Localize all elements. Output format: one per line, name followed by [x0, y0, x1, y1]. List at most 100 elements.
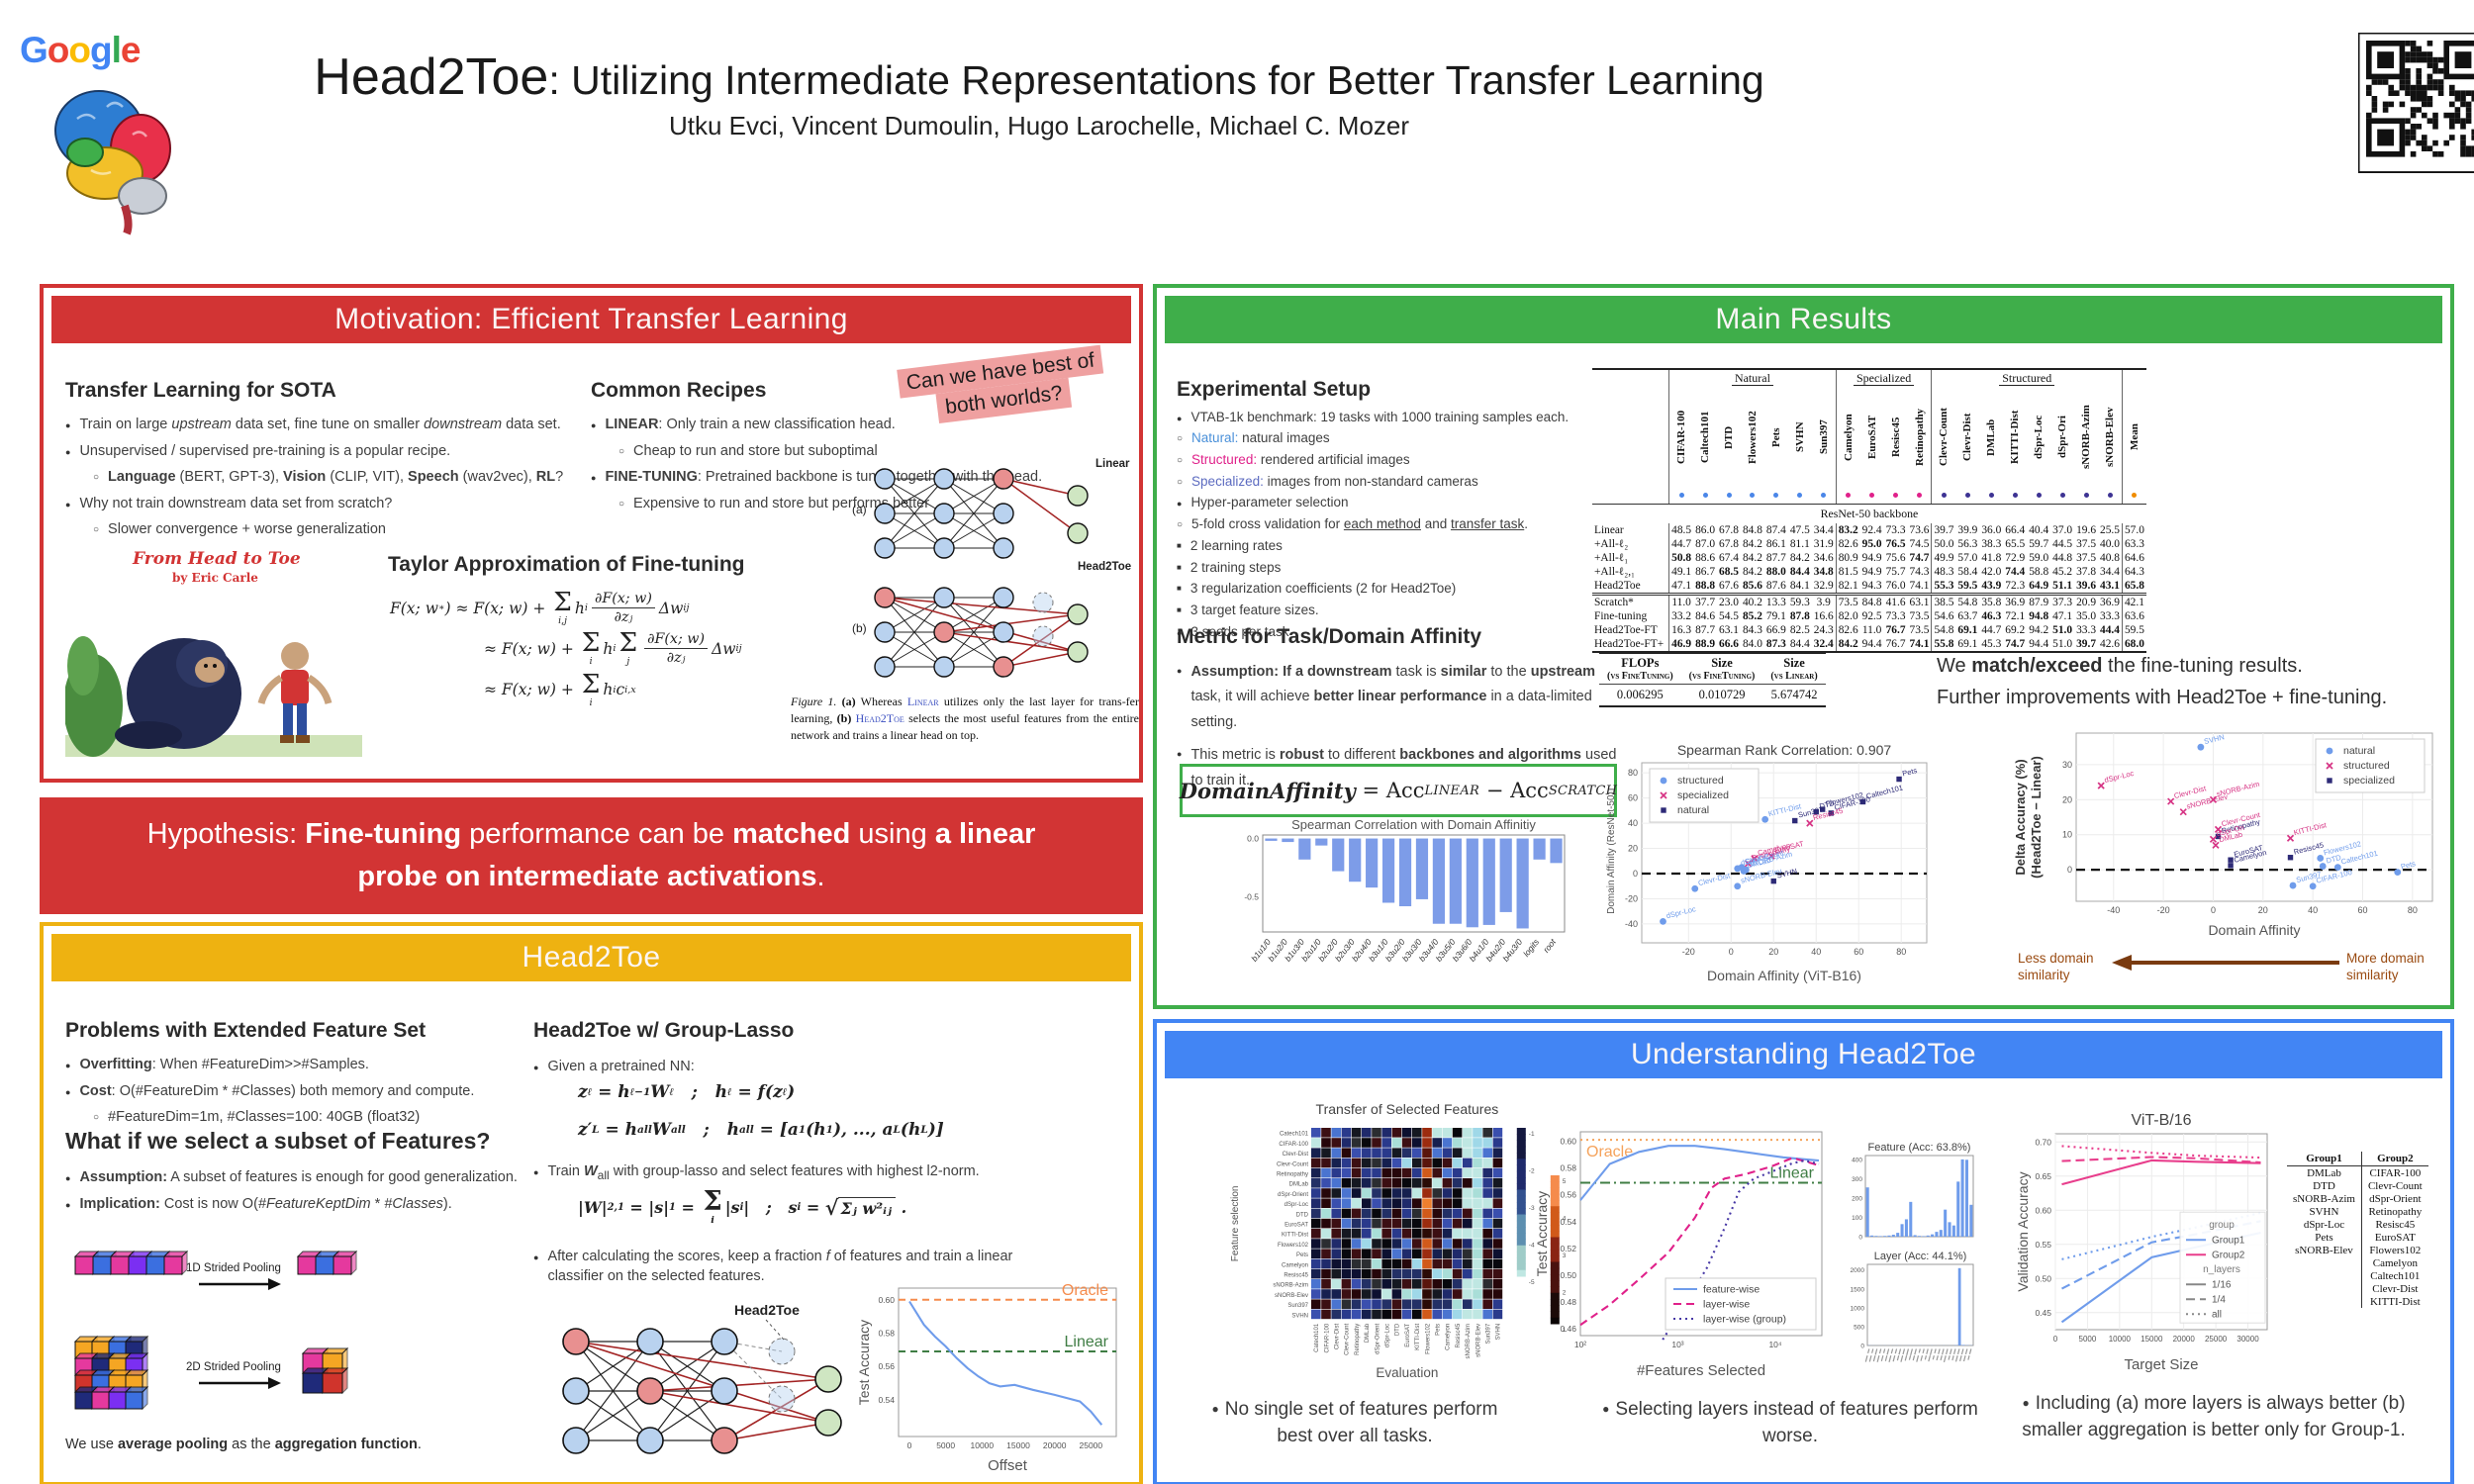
svg-text:DTD: DTD — [1296, 1212, 1309, 1218]
svg-text:30: 30 — [2062, 760, 2072, 770]
svg-text:natural: natural — [2343, 745, 2375, 757]
svg-text:(b): (b) — [852, 621, 867, 635]
svg-text:sNORB-Elev: sNORB-Elev — [1275, 1293, 1308, 1299]
domain-similarity-arrow — [2112, 955, 2339, 971]
svg-text:dSpr-Loc: dSpr-Loc — [1285, 1202, 1308, 1208]
taylor-heading: Taylor Approximation of Fine-tuning — [388, 553, 745, 576]
svg-text:structured: structured — [2343, 760, 2390, 772]
delta-accuracy-scatter: -40 -20 0 20 40 60 80 0 10 20 30 Domain Affinity Del… — [2011, 723, 2438, 943]
poster-title: Head2Toe: Utilizing Intermediate Represe… — [148, 47, 1930, 107]
svg-text:Retinopathy: Retinopathy — [1355, 1324, 1361, 1355]
svg-text:dSpr-Loc: dSpr-Loc — [1385, 1324, 1391, 1347]
svg-text:0.58: 0.58 — [878, 1329, 895, 1339]
svg-text:20: 20 — [1768, 947, 1778, 957]
svg-text:10²: 10² — [1574, 1340, 1586, 1349]
qr-code-image — [2356, 31, 2474, 178]
svg-text:#Features Selected: #Features Selected — [1637, 1362, 1765, 1379]
svg-text:Pets: Pets — [1436, 1324, 1442, 1336]
svg-text:200: 200 — [1852, 1195, 1862, 1202]
svg-text:specialized: specialized — [2343, 775, 2395, 787]
svg-text:300: 300 — [1852, 1176, 1862, 1183]
svg-text:CIFAR-100: CIFAR-100 — [1324, 1323, 1330, 1352]
svg-text:15000: 15000 — [1006, 1440, 1030, 1450]
recipes-bullets: ● LINEAR: Only train a new classification… — [591, 417, 1043, 511]
subset-bullets: ● Assumption: A subset of features is eno… — [65, 1169, 518, 1212]
figure1-networks: (a) Linear (b) Head2Toe — [852, 458, 1131, 678]
feature-score-histogram: Feature (Acc: 63.8%) 0 100 200 300 400 — [1838, 1140, 1976, 1243]
svg-text:CIFAR-100: CIFAR-100 — [1279, 1142, 1308, 1148]
svg-text:Clevr-Dist: Clevr-Dist — [1335, 1323, 1341, 1349]
svg-text:specialized: specialized — [1677, 789, 1729, 801]
domain-affinity-equation-box: DomainAffinity = Acc LINEAR − Acc SCRATCH — [1180, 764, 1617, 817]
svg-text:KITTI-Dist: KITTI-Dist — [1282, 1233, 1308, 1239]
understanding-panel-title: Understanding Head2Toe — [1165, 1031, 2442, 1078]
svg-text:Domain Affinity: Domain Affinity — [2208, 922, 2300, 938]
svg-text:Offset: Offset — [988, 1457, 1028, 1474]
svg-text:3: 3 — [1563, 1252, 1567, 1259]
lasso-bullet-2: ● Train Wall with group-lasso and select … — [533, 1163, 980, 1182]
svg-text:Clevr-Count: Clevr-Count — [1277, 1161, 1308, 1167]
svg-text:sNORB-Azim: sNORB-Azim — [1273, 1283, 1308, 1289]
svg-text:feature-wise: feature-wise — [1703, 1284, 1760, 1296]
svg-text:root: root — [1541, 937, 1558, 955]
svg-text:20: 20 — [2258, 905, 2268, 915]
svg-text:Resisc45: Resisc45 — [1284, 1272, 1308, 1278]
setup-heading: Experimental Setup — [1177, 378, 1372, 401]
head2toe-network-label: Head2Toe — [734, 1302, 800, 1318]
svg-text:DMLab: DMLab — [1365, 1323, 1371, 1343]
svg-text:0: 0 — [1633, 869, 1638, 879]
feature-transfer-heatmap: Transfer of Selected Features Feature sel… — [1226, 1101, 1622, 1389]
less-domain-label: Less domain similarity — [2018, 951, 2094, 982]
svg-text:EuroSAT: EuroSAT — [1285, 1222, 1308, 1228]
book-title: From Head to Toe — [133, 549, 301, 569]
svg-text:10³: 10³ — [1671, 1340, 1683, 1349]
svg-text:Group2: Group2 — [2212, 1251, 2245, 1261]
avgpool-note: We use average pooling as the aggregatio… — [65, 1437, 422, 1452]
svg-text:group: group — [2209, 1220, 2235, 1231]
svg-text:5: 5 — [1563, 1178, 1567, 1185]
svg-text:Delta Accuracy (%): Delta Accuracy (%) — [2013, 759, 2028, 875]
svg-text:-20: -20 — [2157, 905, 2170, 915]
offset-chart: 0 5000 10000 15000 20000 25000 0.54 0.56 0.58 0.6… — [856, 1278, 1126, 1476]
svg-text:0.60: 0.60 — [1560, 1136, 1576, 1146]
recipes-heading: Common Recipes — [591, 379, 767, 402]
svg-text:Head2Toe: Head2Toe — [1078, 561, 1131, 573]
svg-text:layer-wise: layer-wise — [1703, 1299, 1750, 1311]
svg-text:0: 0 — [2053, 1335, 2058, 1344]
svg-text:Group1: Group1 — [2212, 1236, 2245, 1247]
svg-text:0.60: 0.60 — [2035, 1205, 2051, 1215]
svg-text:Linear: Linear — [1095, 458, 1130, 470]
svg-text:dSpr-Orient: dSpr-Orient — [1278, 1192, 1308, 1198]
brain-logo-image — [48, 79, 186, 242]
svg-text:0.60: 0.60 — [878, 1295, 895, 1305]
svg-text:Flowers102: Flowers102 — [1425, 1323, 1431, 1354]
groups-table: Group1 Group2 DMLab CIFAR-100 DTD Clevr-Count… — [2287, 1152, 2428, 1308]
svg-text:0: 0 — [907, 1440, 912, 1450]
svg-text:1/4: 1/4 — [2212, 1295, 2226, 1306]
understanding-bullet-3: ● Including (a) more layers is always bet… — [2022, 1393, 2406, 1440]
lasso-bullet-1: ● Given a pretrained NN: — [533, 1059, 695, 1074]
svg-text:60: 60 — [1628, 793, 1638, 803]
svg-text:layer-wise (group): layer-wise (group) — [1703, 1314, 1786, 1326]
svg-text:-2: -2 — [1529, 1168, 1535, 1175]
svg-text:Pets: Pets — [1901, 766, 1918, 778]
title-tail: : Utilizing Intermediate Representations… — [548, 57, 1764, 103]
svg-text:-3: -3 — [1529, 1205, 1535, 1212]
svg-text:0: 0 — [1860, 1344, 1864, 1350]
svg-text:4: 4 — [1563, 1216, 1567, 1223]
pooling-1d-label: 1D Strided Pooling — [186, 1262, 281, 1274]
svg-text:-20: -20 — [1625, 893, 1638, 903]
svg-text:20000: 20000 — [1043, 1440, 1067, 1450]
svg-text:(Head2Toe − Linear): (Head2Toe − Linear) — [2029, 756, 2044, 879]
svg-text:structured: structured — [1677, 775, 1724, 787]
layer-score-histogram: Layer (Acc: 44.1%) 0 500 1000 1500 2000 — [1838, 1249, 1976, 1367]
flops-table: FLOPs (vs FineTuning) Size (vs FineTuning) S… — [1599, 652, 1826, 707]
svg-text:SVHN: SVHN — [1496, 1324, 1502, 1341]
svg-text:Camelyon: Camelyon — [1282, 1262, 1308, 1268]
svg-text:Pets: Pets — [2400, 859, 2417, 871]
match-text: We match/exceed the fine-tuning results.… — [1937, 655, 2388, 708]
svg-text:natural: natural — [1677, 804, 1709, 816]
svg-text:Linear: Linear — [1065, 1334, 1109, 1350]
